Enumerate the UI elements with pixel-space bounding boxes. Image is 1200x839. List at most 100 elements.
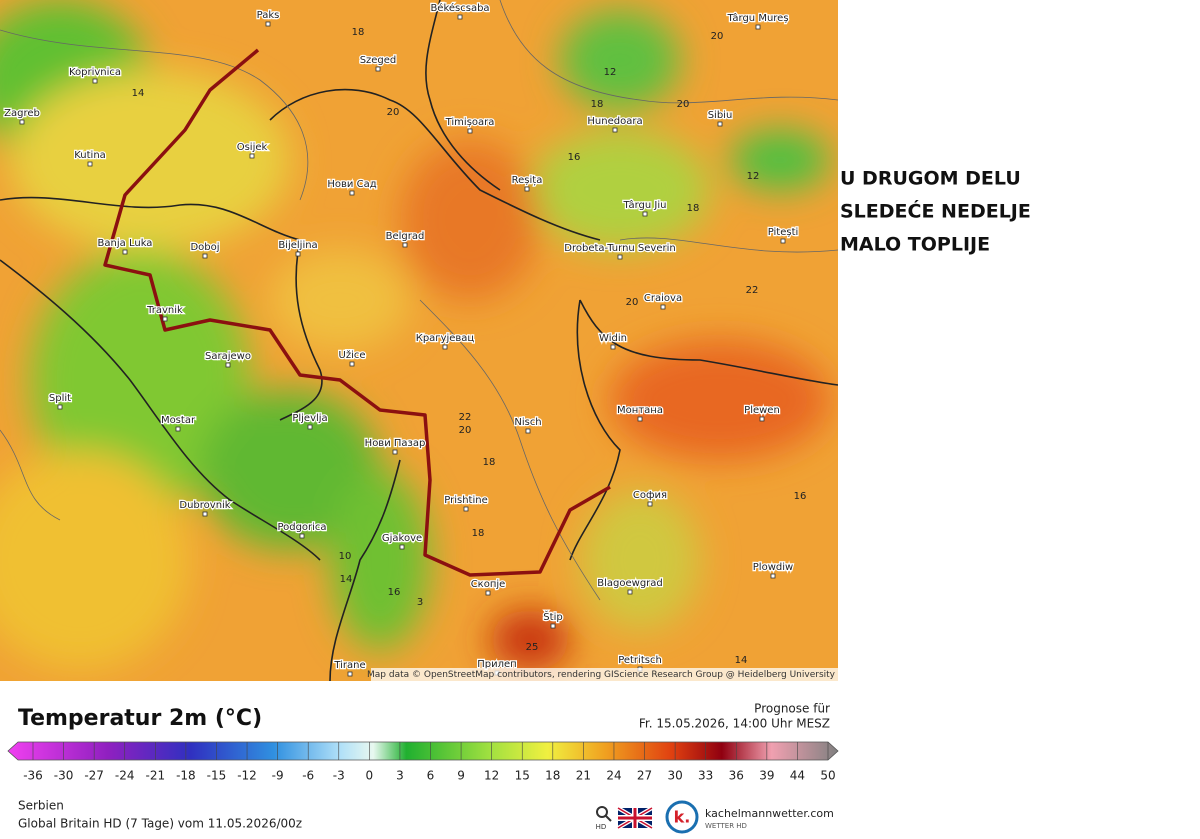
isotherm-value: 20 [459,425,472,436]
city-label: Plowdiw [753,562,793,573]
scale-tick-label: -30 [54,769,74,783]
city-marker [202,511,208,517]
isotherm-value: 18 [591,99,604,110]
scale-tick-label: -27 [84,769,104,783]
city-label: Прилеп [477,659,516,670]
city-marker [457,14,463,20]
region: Serbien [18,799,64,813]
city-marker [617,254,623,260]
city-marker [610,344,616,350]
color-scale [7,741,839,761]
isotherm-value: 18 [472,528,485,539]
city-label: Sarajewo [205,351,251,362]
scale-tick-label: 36 [729,769,744,783]
scale-tick-label: -9 [272,769,284,783]
isotherm-value: 16 [388,587,401,598]
city-marker [759,416,765,422]
hd-label: HD [596,823,607,831]
logos: HD k. kachelmannwetter.com WETTER HD [596,800,834,834]
city-label: Nisch [514,417,541,428]
isotherm-value: 18 [687,203,700,214]
city-marker [550,623,556,629]
city-marker [87,161,93,167]
city-label: Târgu Jiu [623,199,667,211]
city-label: Pljevlja [292,413,327,424]
city-marker [399,544,405,550]
city-marker [57,404,63,410]
city-label: Plewen [744,405,780,416]
city-label: Zagreb [4,108,40,119]
city-label: Kutina [74,150,106,161]
city-label: Tirane [333,660,365,671]
city-label: Békéscsaba [430,2,489,14]
city-label: Gjakove [382,533,422,544]
city-marker [19,119,25,125]
city-label: Нови Сад [327,179,376,190]
city-marker [660,304,666,310]
city-marker [467,128,473,134]
city-label: Монтана [617,405,663,416]
city-label: Нови Пазар [365,438,426,449]
isotherm-value: 25 [526,642,539,653]
city-label: Split [49,393,71,404]
isotherm-value: 16 [794,491,807,502]
city-label: Travnik [146,305,183,316]
scale-tick-label: -21 [146,769,166,783]
city-marker [463,506,469,512]
city-label: Koprivnica [69,67,121,78]
isotherm-value: 20 [677,99,690,110]
scale-tick-label: 21 [576,769,591,783]
scale-tick-label: 50 [820,769,835,783]
forecast-time: Fr. 15.05.2026, 14:00 Uhr MESZ [639,717,830,731]
city-marker [299,533,305,539]
city-label: Osijek [237,142,268,153]
city-marker [642,211,648,217]
scale-tick-label: 3 [396,769,404,783]
city-label: Drobeta-Turnu Severin [564,243,675,254]
forecast-label: Prognose für [754,702,830,716]
scale-tick-label: 18 [545,769,560,783]
model-run: Global Britain HD (7 Tage) vom 11.05.202… [18,817,302,831]
scale-tick-label: 9 [457,769,465,783]
annotation-line: MALO TOPLIJE [840,234,990,256]
city-label: Скопје [471,578,506,590]
city-label: София [633,490,667,501]
isotherm-value: 12 [747,171,760,182]
isotherm-value: 10 [339,551,352,562]
scale-tick-label: 12 [484,769,499,783]
scale-tick-label: 30 [667,769,682,783]
scale-tick-label: 15 [515,769,530,783]
city-marker [637,416,643,422]
city-marker [202,253,208,259]
brand-sub: WETTER HD [705,822,747,830]
city-label: Štip [543,610,562,623]
city-marker [225,362,231,368]
city-marker [717,121,723,127]
isotherm-value: 22 [459,412,472,423]
city-marker [524,186,530,192]
isotherm-value: 20 [626,297,639,308]
city-marker [347,671,353,677]
scale-tick-label: -15 [207,769,227,783]
city-marker [122,249,128,255]
isotherm-value: 18 [352,27,365,38]
city-marker [755,24,761,30]
scale-tick-label: 24 [606,769,621,783]
isotherm-value: 18 [483,457,496,468]
scale-tick-label: -24 [115,769,135,783]
city-marker [92,78,98,84]
city-label: Крагујевац [416,332,475,344]
isotherm-value: 3 [417,597,423,608]
city-label: Reșița [512,175,543,186]
map: Paks Békéscsaba Târgu Mureș Koprivnica Zagre… [0,0,838,681]
annotation-line: U DRUGOM DELU [840,168,1021,190]
scale-tick-label: -18 [176,769,196,783]
city-label: Pitești [768,227,799,238]
city-marker [162,316,168,322]
city-marker [402,242,408,248]
city-label: Užice [339,349,366,361]
city-marker [392,449,398,455]
isotherm-value: 20 [387,107,400,118]
scale-tick-label: 33 [698,769,713,783]
city-label: Hunedoara [587,116,642,127]
